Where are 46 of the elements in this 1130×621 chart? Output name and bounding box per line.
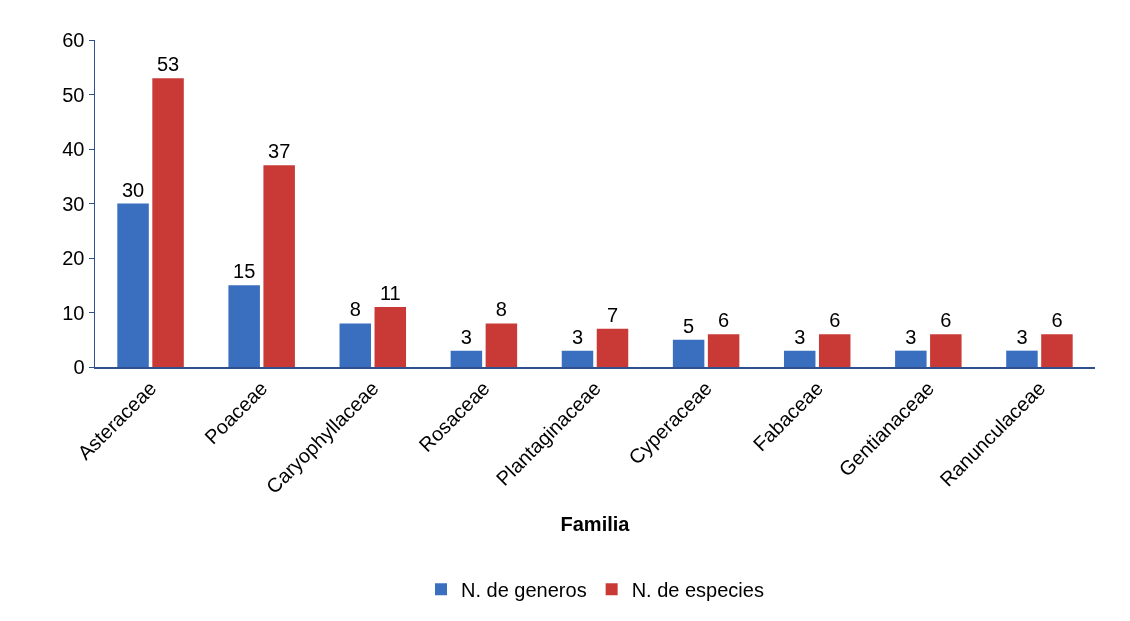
bar [1006, 350, 1038, 367]
bar [450, 350, 483, 367]
bar [374, 307, 407, 367]
data-label: 6 [829, 309, 841, 332]
legend-label: N. de especies [631, 579, 764, 602]
data-label: 3 [460, 325, 472, 348]
bar [596, 328, 629, 367]
data-label: 8 [495, 298, 507, 321]
y-tick-label: 20 [62, 247, 85, 269]
y-tick-label: 50 [62, 83, 85, 106]
data-label: 15 [233, 260, 256, 283]
bar [263, 165, 295, 367]
data-label: 3 [571, 325, 584, 348]
data-label: 6 [1051, 309, 1063, 332]
bar [561, 350, 594, 367]
data-label: 3 [794, 325, 806, 348]
y-tick-label: 10 [62, 301, 85, 324]
data-label: 7 [606, 303, 619, 326]
legend-label: N. de generos [461, 579, 587, 602]
bar [485, 323, 518, 367]
data-label: 5 [683, 314, 695, 337]
bar [339, 323, 372, 367]
bar [818, 334, 851, 367]
data-label: 37 [268, 140, 291, 163]
y-tick-label: 40 [62, 138, 85, 160]
bar [228, 285, 260, 367]
bar [930, 334, 962, 367]
bar [783, 350, 816, 367]
y-tick-label: 0 [73, 356, 85, 378]
bar [1041, 334, 1073, 367]
data-label: 3 [905, 325, 917, 348]
bar [152, 78, 184, 367]
data-label: 6 [940, 309, 952, 332]
y-tick-label: 60 [62, 29, 85, 51]
bar [672, 339, 705, 367]
x-axis-title: Familia [560, 513, 631, 535]
data-label: 11 [379, 282, 401, 305]
data-label: 3 [1016, 325, 1028, 348]
data-label: 8 [349, 298, 361, 321]
y-tick-label: 30 [62, 192, 85, 215]
bar [117, 203, 149, 367]
data-label: 6 [718, 309, 730, 332]
data-label: 53 [156, 53, 180, 76]
data-label: 30 [121, 178, 145, 201]
bar [895, 350, 927, 367]
bar [707, 334, 740, 367]
